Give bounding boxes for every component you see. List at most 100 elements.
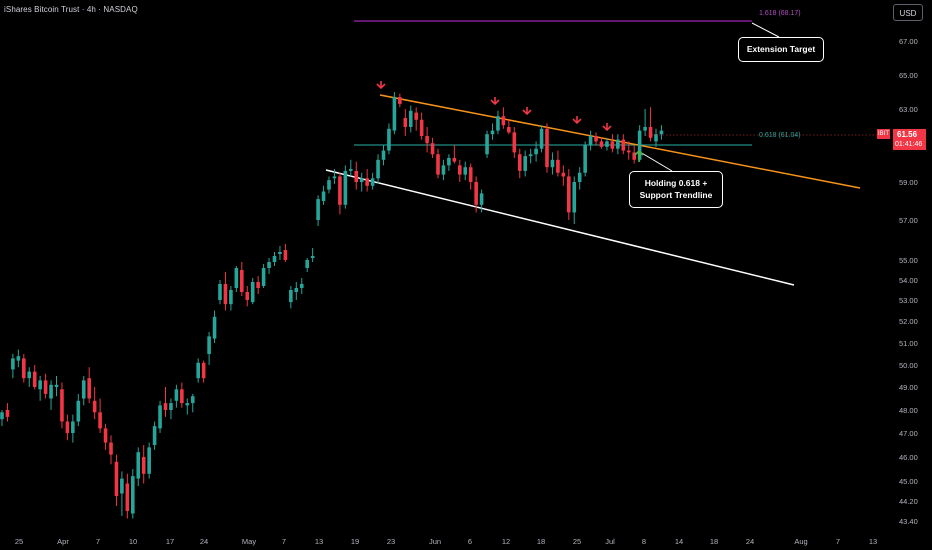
candle-body: [71, 421, 75, 433]
x-tick-label: May: [242, 537, 256, 546]
candle-body: [141, 457, 146, 474]
candle-body: [479, 193, 484, 205]
candle-body: [250, 282, 255, 303]
candle-body: [207, 336, 211, 354]
candle-body: [441, 165, 446, 175]
x-tick-label: 25: [15, 537, 23, 546]
candle-body: [131, 476, 135, 514]
candle-body: [507, 127, 511, 133]
candle-body: [398, 97, 402, 104]
candle-body: [381, 150, 386, 160]
candle-body: [289, 290, 293, 303]
extension-leader: [751, 22, 780, 38]
candle-body: [430, 143, 435, 155]
candle-body: [496, 116, 500, 131]
candle-body: [92, 400, 97, 413]
candle-body: [572, 182, 577, 213]
candle-body: [463, 167, 468, 175]
currency-button[interactable]: USD: [893, 4, 923, 21]
candle-body: [332, 176, 337, 179]
candle-body: [654, 134, 658, 142]
y-tick-label: 49.00: [899, 383, 918, 392]
resistance-trendline: [379, 94, 861, 189]
candle-body: [561, 172, 566, 177]
candle-body: [567, 176, 571, 213]
rejection-arrow-icon: [572, 116, 582, 125]
candle-body: [163, 403, 168, 410]
candle-body: [365, 178, 369, 186]
candle-body: [648, 127, 653, 138]
candle-body: [212, 316, 217, 339]
y-tick-label: 52.00: [899, 317, 918, 326]
x-tick-label: Jul: [605, 537, 615, 546]
y-tick-label: 45.00: [899, 477, 918, 486]
y-tick-label: 50.00: [899, 361, 918, 370]
candle-body: [76, 400, 81, 422]
candle-body: [512, 132, 517, 153]
candle-body: [528, 154, 533, 157]
candle-body: [605, 141, 609, 147]
candle-body: [98, 412, 102, 429]
candle-body: [0, 412, 4, 420]
candle-body: [632, 152, 636, 160]
x-tick-label: 12: [502, 537, 510, 546]
candle-body: [436, 154, 440, 175]
extension-target-label: Extension Target: [746, 44, 816, 54]
x-tick-label: 8: [642, 537, 646, 546]
candle-body: [594, 136, 598, 142]
x-tick-label: 24: [746, 537, 754, 546]
candle-body: [310, 256, 315, 258]
candle-body: [349, 169, 353, 171]
y-tick-label: 48.00: [899, 406, 918, 415]
x-tick-label: 13: [869, 537, 877, 546]
y-tick-label: 57.00: [899, 216, 918, 225]
x-tick-label: 17: [166, 537, 174, 546]
candle-body: [38, 380, 42, 390]
x-tick-label: 6: [468, 537, 472, 546]
holding-line2: Support Trendline: [639, 190, 713, 200]
candle-body: [22, 358, 26, 379]
candle-body: [468, 167, 473, 182]
x-tick-label: Apr: [57, 537, 69, 546]
candle-body: [376, 159, 380, 179]
candle-body: [65, 421, 70, 433]
candle-body: [16, 356, 21, 361]
candle-body: [125, 483, 130, 511]
candle-body: [419, 119, 424, 136]
candle-body: [327, 180, 331, 190]
candle-body: [408, 110, 413, 127]
x-tick-label: 10: [129, 537, 137, 546]
x-tick-label: 18: [537, 537, 545, 546]
y-tick-label: 55.00: [899, 256, 918, 265]
candle-body: [316, 199, 320, 220]
candle-body: [185, 403, 190, 406]
candle-body: [474, 182, 478, 205]
extension-target-callout: Extension Target: [738, 37, 824, 62]
y-tick-label: 65.00: [899, 71, 918, 80]
fib-0618-label: 0.618 (61.04): [759, 132, 801, 139]
rejection-arrow-icon: [522, 107, 532, 116]
x-tick-label: 7: [836, 537, 840, 546]
candle-body: [120, 478, 124, 494]
x-tick-label: 19: [351, 537, 359, 546]
candle-body: [387, 128, 391, 151]
candle-body: [616, 139, 620, 149]
x-tick-label: 18: [710, 537, 718, 546]
candle-body: [180, 389, 184, 404]
candle-body: [359, 178, 364, 182]
rejection-arrow-icon: [602, 123, 612, 132]
x-tick-label: 7: [96, 537, 100, 546]
x-tick-label: Aug: [794, 537, 807, 546]
candle-body: [556, 159, 560, 173]
candle-body: [27, 371, 32, 379]
countdown-timer: 01:41:46: [895, 141, 923, 148]
candle-body: [392, 97, 397, 131]
candle-body: [223, 284, 228, 305]
candle-body: [294, 288, 299, 292]
candle-body: [240, 270, 244, 292]
x-tick-label: 7: [282, 537, 286, 546]
last-price-value: 61.56: [897, 130, 918, 139]
x-tick-label: 13: [315, 537, 323, 546]
candle-body: [147, 447, 151, 474]
